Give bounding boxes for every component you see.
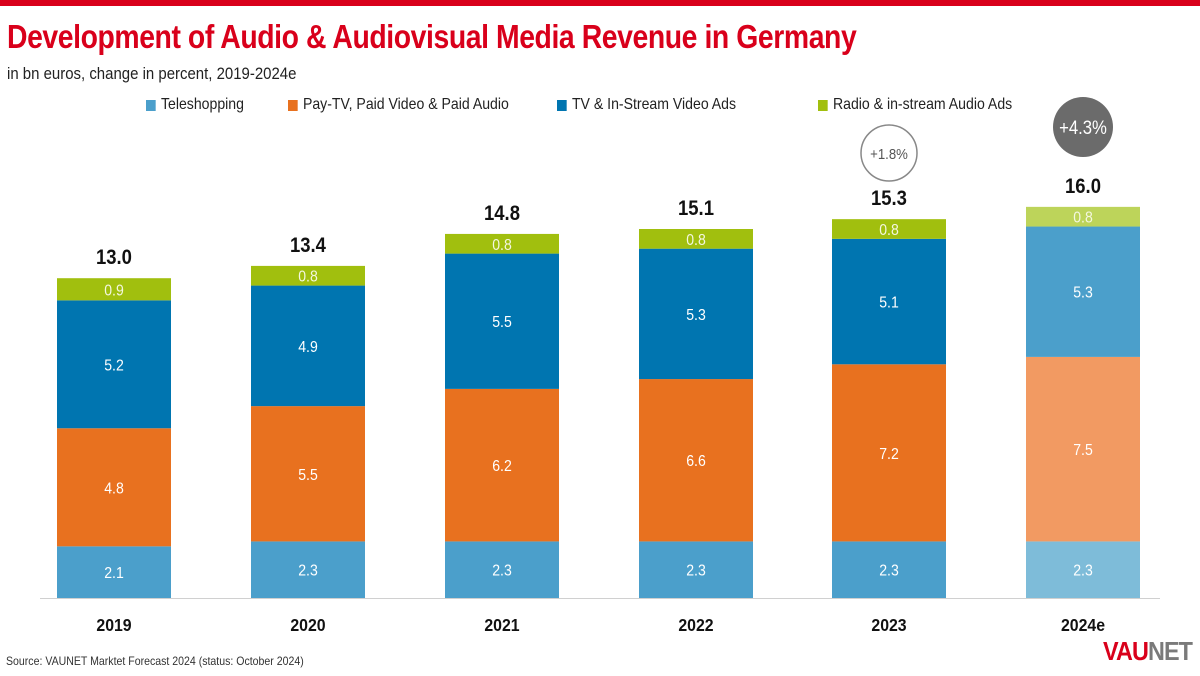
data-label-tvads-2019: 5.2 [104, 356, 124, 374]
x-tick-label-2024e: 2024e [1061, 615, 1105, 635]
data-label-radio-2022: 0.8 [686, 231, 706, 249]
data-label-paytv-2024e: 7.5 [1073, 441, 1093, 459]
bar-segment-teleshopping-2019 [57, 546, 171, 598]
logo-part-2: NET [1147, 636, 1193, 666]
total-label-2021: 14.8 [484, 202, 520, 225]
chart-title: Development of Audio & Audiovisual Media… [7, 18, 857, 55]
bar-segment-paytv-2019 [57, 428, 171, 547]
bar-segment-radio-2020 [251, 265, 365, 286]
total-label-2019: 13.0 [96, 246, 132, 269]
bar-segment-tvads-2022 [639, 248, 753, 380]
data-label-paytv-2019: 4.8 [104, 479, 124, 497]
data-label-radio-2019: 0.9 [104, 281, 124, 299]
bar-segment-radio-2024e [1026, 206, 1140, 227]
top-accent-line [0, 0, 1200, 6]
bar-segment-tvads-2023 [832, 238, 946, 365]
growth-badge-circle-2024e [1053, 97, 1113, 157]
bar-segment-radio-2023 [832, 219, 946, 239]
x-tick-label-2020: 2020 [290, 615, 325, 635]
x-tick-label-2021: 2021 [484, 615, 519, 635]
bar-segment-paytv-2023 [832, 364, 946, 542]
bar-segment-teleshopping-2022 [639, 541, 753, 598]
total-label-2023: 15.3 [871, 187, 907, 210]
growth-badge-label-2023: +1.8% [870, 145, 908, 162]
bar-segment-tvads-2021 [445, 253, 559, 389]
bar-segment-paytv-2022 [639, 379, 753, 542]
legend-item-teleshopping: Teleshopping [146, 96, 244, 114]
data-label-radio-2020: 0.8 [298, 268, 318, 286]
data-label-radio-2021: 0.8 [492, 236, 512, 254]
vaunet-logo: VAUNET [1103, 636, 1193, 667]
data-label-teleshopping-2020: 2.3 [298, 562, 318, 580]
legend-label: Teleshopping [160, 96, 244, 113]
data-label-teleshopping-2019: 2.1 [104, 564, 124, 582]
data-label-teleshopping-2023: 2.3 [879, 562, 899, 580]
bar-segment-paytv-2021 [445, 388, 559, 542]
legend-item-tvads: TV & In-Stream Video Ads [557, 96, 736, 114]
data-label-paytv-2020: 5.5 [298, 466, 318, 484]
total-label-2020: 13.4 [290, 234, 326, 257]
x-tick-label-2023: 2023 [871, 615, 906, 635]
x-tick-label-2019: 2019 [96, 615, 131, 635]
source-note: Source: VAUNET Marktet Forecast 2024 (st… [6, 654, 304, 668]
bar-segment-radio-2021 [445, 233, 559, 254]
total-label-2024e: 16.0 [1065, 175, 1101, 198]
bar-segment-teleshopping-2020 [251, 541, 365, 598]
bar-segment-tvads-2019 [57, 300, 171, 429]
bar-segment-paytv-2020 [251, 406, 365, 542]
legend-swatch-radio [818, 99, 828, 111]
legend-swatch-teleshopping [146, 99, 156, 111]
data-label-tvads-2023: 5.1 [879, 294, 899, 312]
logo-part-1: VAU [1103, 636, 1149, 666]
legend-item-radio: Radio & in-stream Audio Ads [818, 96, 1012, 114]
chart-subtitle: in bn euros, change in percent, 2019-202… [7, 64, 297, 83]
legend-swatch-paytv [288, 99, 298, 111]
x-tick-label-2022: 2022 [678, 615, 713, 635]
legend-item-paytv: Pay-TV, Paid Video & Paid Audio [288, 96, 509, 114]
legend: Teleshopping Pay-TV, Paid Video & Paid A… [0, 96, 1200, 116]
data-label-radio-2024e: 0.8 [1073, 209, 1093, 227]
legend-label: TV & In-Stream Video Ads [571, 96, 737, 113]
data-label-paytv-2023: 7.2 [879, 445, 899, 463]
bar-segment-paytv-2024e [1026, 356, 1140, 542]
bar-segment-tvads-2024e [1026, 226, 1140, 357]
bar-segment-teleshopping-2023 [832, 541, 946, 598]
bar-segment-teleshopping-2021 [445, 541, 559, 598]
data-label-tvads-2020: 4.9 [298, 338, 318, 356]
bar-segment-tvads-2020 [251, 285, 365, 407]
legend-label: Radio & in-stream Audio Ads [832, 96, 1013, 113]
legend-swatch-tvads [557, 99, 567, 111]
growth-badge-circle-2023 [860, 124, 918, 182]
total-label-2022: 15.1 [678, 197, 714, 220]
data-label-radio-2023: 0.8 [879, 221, 899, 239]
legend-label: Pay-TV, Paid Video & Paid Audio [302, 96, 509, 113]
bar-segment-teleshopping-2024e [1026, 541, 1140, 598]
data-label-tvads-2021: 5.5 [492, 313, 512, 331]
data-label-paytv-2022: 6.6 [686, 452, 706, 470]
bar-segment-radio-2022 [639, 229, 753, 249]
data-label-teleshopping-2021: 2.3 [492, 562, 512, 580]
data-label-tvads-2024e: 5.3 [1073, 284, 1093, 302]
data-label-teleshopping-2022: 2.3 [686, 562, 706, 580]
data-label-teleshopping-2024e: 2.3 [1073, 562, 1093, 580]
data-label-tvads-2022: 5.3 [686, 306, 706, 324]
data-label-paytv-2021: 6.2 [492, 457, 512, 475]
bar-segment-radio-2019 [57, 278, 171, 301]
growth-badge-label-2024e: +4.3% [1059, 117, 1107, 138]
